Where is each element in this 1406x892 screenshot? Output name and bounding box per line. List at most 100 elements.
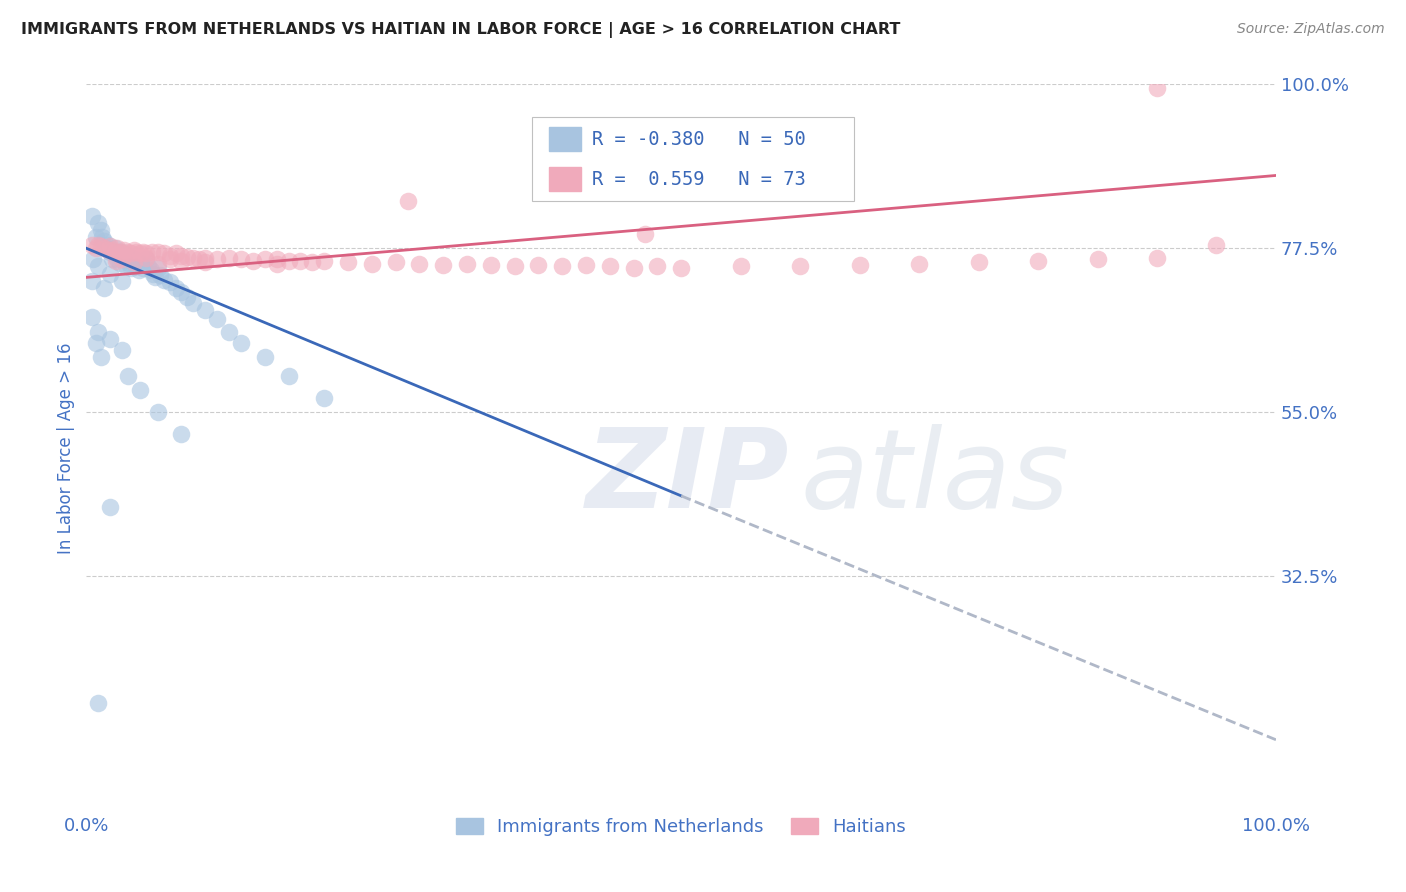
- Point: [121, 260, 143, 275]
- Point: [188, 252, 211, 267]
- Point: [128, 384, 150, 398]
- Point: [253, 351, 276, 365]
- Point: [87, 237, 110, 252]
- Point: [117, 248, 139, 262]
- Point: [205, 252, 228, 267]
- Point: [125, 244, 148, 259]
- Point: [170, 285, 193, 299]
- Point: [104, 244, 127, 259]
- Point: [98, 267, 121, 281]
- Point: [159, 252, 181, 267]
- Point: [121, 246, 143, 260]
- Point: [314, 391, 336, 405]
- Point: [84, 241, 107, 255]
- Point: [266, 252, 288, 267]
- Point: [128, 263, 150, 277]
- Point: [253, 252, 276, 267]
- Point: [229, 335, 252, 350]
- Point: [599, 260, 621, 274]
- FancyBboxPatch shape: [550, 128, 581, 151]
- Text: R = -0.380   N = 50: R = -0.380 N = 50: [592, 129, 806, 149]
- Point: [141, 244, 163, 259]
- Point: [111, 252, 134, 267]
- Point: [122, 255, 145, 269]
- Point: [146, 260, 169, 275]
- Point: [135, 251, 157, 265]
- Point: [848, 258, 870, 272]
- Point: [503, 260, 526, 274]
- Point: [194, 251, 217, 265]
- Point: [111, 343, 134, 358]
- Point: [623, 260, 645, 275]
- Point: [159, 276, 181, 290]
- Point: [97, 237, 120, 252]
- Point: [125, 260, 148, 274]
- Text: ZIP: ZIP: [586, 424, 789, 531]
- Point: [135, 252, 157, 267]
- Point: [360, 256, 382, 270]
- Point: [82, 310, 104, 325]
- Point: [87, 216, 110, 230]
- Point: [82, 209, 104, 223]
- Point: [634, 227, 657, 241]
- Point: [575, 258, 598, 272]
- Point: [176, 290, 198, 304]
- Point: [105, 246, 128, 260]
- Point: [90, 230, 112, 244]
- Point: [135, 246, 157, 260]
- Point: [149, 268, 172, 283]
- Point: [408, 256, 430, 270]
- Point: [128, 246, 150, 260]
- Point: [432, 258, 454, 272]
- Point: [1146, 251, 1168, 265]
- Point: [90, 239, 112, 253]
- Point: [90, 351, 112, 365]
- Point: [104, 241, 127, 255]
- Point: [176, 250, 198, 264]
- Point: [117, 368, 139, 383]
- Point: [84, 230, 107, 244]
- Point: [730, 260, 752, 274]
- Y-axis label: In Labor Force | Age > 16: In Labor Force | Age > 16: [58, 343, 75, 554]
- Point: [142, 267, 165, 281]
- Point: [277, 368, 299, 383]
- Point: [551, 260, 574, 274]
- Point: [183, 296, 205, 310]
- Point: [87, 697, 110, 711]
- Point: [111, 246, 134, 260]
- Point: [277, 253, 299, 268]
- Point: [165, 281, 187, 295]
- Point: [967, 255, 990, 269]
- Point: [122, 244, 145, 258]
- Point: [314, 253, 336, 268]
- Text: atlas: atlas: [800, 424, 1069, 531]
- FancyBboxPatch shape: [533, 117, 853, 201]
- Text: R =  0.559   N = 73: R = 0.559 N = 73: [592, 169, 806, 188]
- Point: [908, 256, 931, 270]
- Point: [527, 258, 550, 272]
- Point: [456, 256, 478, 270]
- Point: [266, 256, 288, 270]
- Point: [112, 252, 135, 267]
- Point: [93, 281, 115, 295]
- Point: [152, 272, 174, 286]
- Point: [205, 312, 228, 326]
- Point: [90, 223, 112, 237]
- Text: Source: ZipAtlas.com: Source: ZipAtlas.com: [1237, 22, 1385, 37]
- Point: [669, 260, 692, 275]
- Point: [194, 255, 217, 269]
- Point: [98, 500, 121, 514]
- Point: [229, 252, 252, 267]
- Point: [1205, 237, 1227, 252]
- Point: [136, 260, 159, 274]
- Point: [93, 234, 115, 248]
- Point: [146, 405, 169, 419]
- FancyBboxPatch shape: [550, 168, 581, 191]
- Point: [1146, 81, 1168, 95]
- Point: [165, 246, 187, 260]
- Point: [194, 303, 217, 318]
- Legend: Immigrants from Netherlands, Haitians: Immigrants from Netherlands, Haitians: [449, 811, 914, 844]
- Point: [82, 252, 104, 267]
- Point: [152, 246, 174, 260]
- Point: [159, 248, 181, 262]
